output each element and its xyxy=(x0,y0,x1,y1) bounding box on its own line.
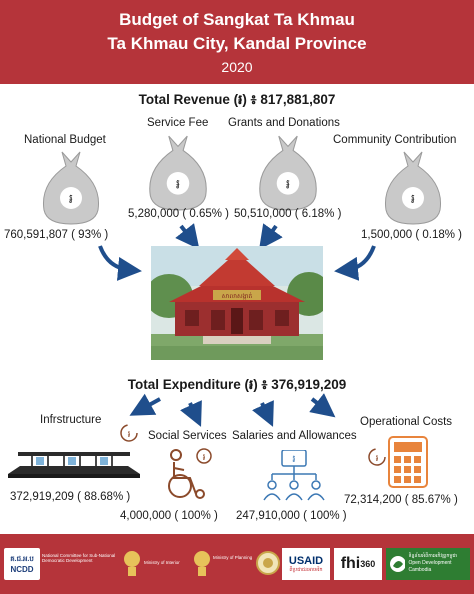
service-fee-label: Service Fee xyxy=(147,117,209,129)
wheelchair-icon: ៛ xyxy=(168,448,212,499)
social-services-value: 4,000,000 ( 100% ) xyxy=(120,510,218,522)
calculator-icon xyxy=(388,436,428,488)
arrow-grants xyxy=(259,223,283,250)
ncdd-logo: គ.ជ.អ.ប NCDD xyxy=(4,548,40,580)
community-contribution-value: 1,500,000 ( 0.18% ) xyxy=(361,229,463,241)
svg-text:៛: ៛ xyxy=(69,192,73,207)
community-contribution-label: Community Contribution xyxy=(333,134,457,146)
ministry-interior-label: Ministry of Interior xyxy=(144,560,180,565)
footer-logo-bar: គ.ជ.អ.ប NCDD National Committee for Sub-… xyxy=(0,534,474,594)
grants-label: Grants and Donations xyxy=(228,117,340,129)
grants-value: 50,510,000 ( 6.18% ) xyxy=(234,208,342,220)
ministry-planning-emblem-icon xyxy=(194,551,210,576)
year: 2020 xyxy=(221,59,253,75)
svg-text:៛: ៛ xyxy=(286,177,290,192)
fhi360-logo: fhi 360 xyxy=(334,548,382,580)
title-line-2: Ta Khmau City, Kandal Province xyxy=(107,34,367,53)
salaries-value: 247,910,000 ( 100% ) xyxy=(236,510,347,522)
seal-emblem-icon xyxy=(256,551,280,575)
arrow-infrastructure xyxy=(129,393,161,416)
sangkat-office-building-image: សាលាសង្កាត់ xyxy=(151,246,323,360)
social-services-label: Social Services xyxy=(148,430,227,442)
svg-text:៛: ៛ xyxy=(411,192,415,207)
svg-text:៛: ៛ xyxy=(176,177,180,192)
operational-costs-label: Operational Costs xyxy=(360,416,453,428)
operational-costs-value: 72,314,200 ( 85.67% ) xyxy=(344,494,458,506)
odc-leaf-icon xyxy=(390,556,406,572)
national-budget-money-bag-icon: ៛ xyxy=(42,151,100,225)
infrastructure-currency-icon: ៛ xyxy=(120,424,138,442)
arrow-operational-costs xyxy=(309,393,336,418)
ncdd-name: National Committee for Sub-National Demo… xyxy=(42,553,116,564)
arrow-salaries xyxy=(252,400,274,427)
arrow-social-services xyxy=(180,400,202,427)
total-revenue-heading: Total Revenue (៛) ៖ 817,881,807 xyxy=(138,92,336,107)
svg-text:៛: ៛ xyxy=(203,453,206,463)
national-budget-label: National Budget xyxy=(24,134,106,146)
ministry-interior-emblem-icon xyxy=(124,551,140,576)
svg-text:៛: ៛ xyxy=(376,454,379,464)
service-fee-value: 5,280,000 ( 0.65% ) xyxy=(128,208,230,220)
total-expenditure-heading: Total Expenditure (៛) ៖ 376,919,209 xyxy=(127,377,347,392)
operational-currency-icon: ៛ xyxy=(368,448,386,466)
arrow-service-fee xyxy=(175,223,200,250)
infrastructure-label: Infrstructure xyxy=(40,414,102,426)
svg-text:៛: ៛ xyxy=(292,454,295,465)
grants-money-bag-icon: ៛ xyxy=(259,135,317,211)
arrow-community xyxy=(334,245,376,281)
title-line-1: Budget of Sangkat Ta Khmau xyxy=(119,10,355,29)
bridge-icon xyxy=(8,452,140,478)
salaries-label: Salaries and Allowances xyxy=(232,430,357,442)
building-sign: សាលាសង្កាត់ xyxy=(222,292,253,300)
arrow-national-budget xyxy=(98,245,142,281)
national-budget-value: 760,591,807 ( 93% ) xyxy=(4,229,109,241)
ministry-planning-label: Ministry of Planning xyxy=(213,555,253,560)
svg-text:៛: ៛ xyxy=(128,430,131,440)
usaid-logo: USAID ពីប្រជាជនអាមេរិក xyxy=(282,548,330,580)
service-fee-money-bag-icon: ៛ xyxy=(149,135,207,211)
infrastructure-value: 372,919,209 ( 88.68% ) xyxy=(10,491,131,503)
odc-logo: ទិន្នន័យអំពីការអភិវឌ្ឍកម្ពុជា Open Devel… xyxy=(386,548,470,580)
header-banner: Budget of Sangkat Ta Khmau Ta Khmau City… xyxy=(0,0,474,84)
people-network-icon: ៛ xyxy=(263,450,325,501)
community-money-bag-icon: ៛ xyxy=(384,151,442,225)
